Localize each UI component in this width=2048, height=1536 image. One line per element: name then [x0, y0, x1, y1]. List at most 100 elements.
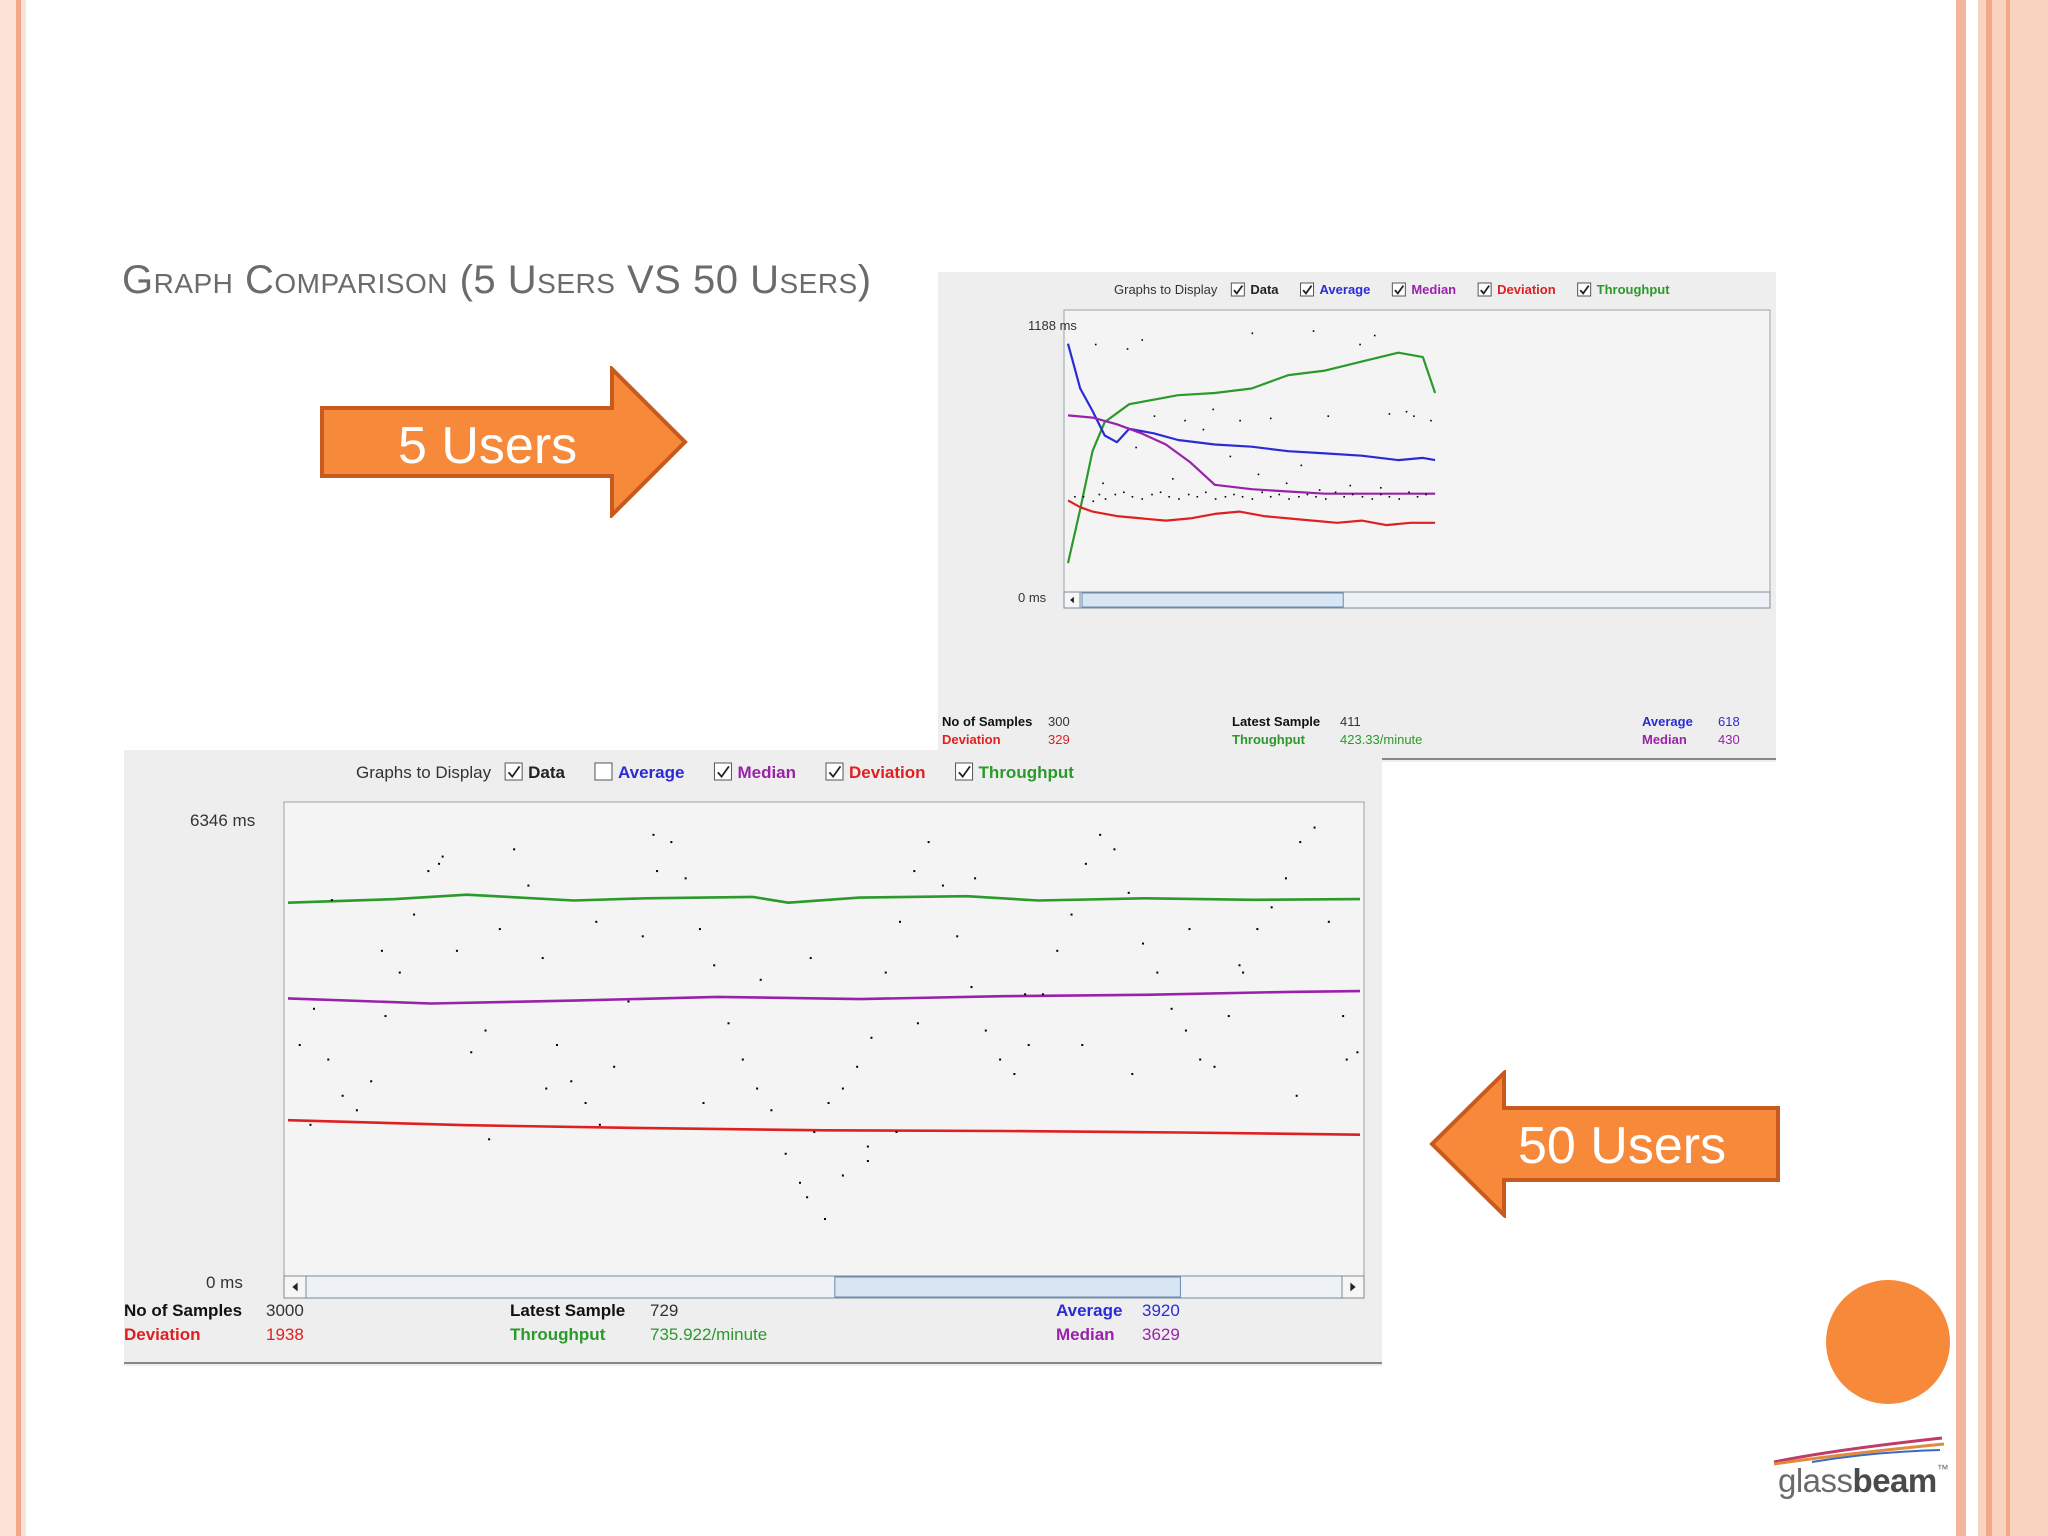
y-axis-min-label: 0 ms	[1018, 590, 1047, 605]
legend-checkmark-median	[717, 765, 730, 779]
data-point	[1299, 841, 1302, 844]
scrollbar-thumb	[834, 1276, 1181, 1298]
data-point	[1027, 1044, 1030, 1047]
data-point	[1278, 493, 1281, 496]
data-point	[498, 928, 501, 931]
data-point	[1214, 498, 1217, 500]
data-point	[1131, 495, 1134, 498]
legend-checkmark-average	[1302, 285, 1313, 295]
stat-label-latest: Latest Sample	[1232, 714, 1320, 729]
data-point	[398, 971, 401, 974]
data-point	[759, 978, 762, 981]
data-point	[866, 1160, 869, 1163]
data-point	[1212, 408, 1215, 411]
stat-label-samples: No of Samples	[942, 714, 1032, 729]
arrow-label-5-users: 5 Users	[398, 417, 578, 475]
data-point	[1371, 498, 1374, 500]
data-point	[1416, 495, 1419, 498]
data-point	[784, 1152, 787, 1155]
legend-label-average: Average	[618, 763, 684, 782]
legend-checkmark-median	[1394, 285, 1405, 295]
data-point	[1098, 493, 1101, 496]
chart-50-users-panel: Graphs to Display Data Average Median Deviat…	[124, 750, 1382, 1366]
data-point	[813, 1131, 816, 1134]
data-point	[1284, 877, 1287, 880]
scrollbar-left-arrow-icon	[1070, 596, 1074, 604]
data-point	[1238, 964, 1241, 967]
stat-value-deviation: 1938	[266, 1325, 304, 1344]
data-point	[1013, 1073, 1016, 1076]
series-line-throughput	[287, 893, 1361, 904]
stat-label-deviation: Deviation	[124, 1325, 201, 1344]
plot-area	[283, 801, 1365, 1279]
data-point	[809, 957, 812, 960]
stat-label-throughput: Throughput	[1232, 732, 1306, 747]
data-point	[1251, 498, 1254, 500]
data-point	[1269, 417, 1272, 420]
data-point	[841, 1174, 844, 1177]
data-point	[1324, 498, 1327, 500]
data-point	[1270, 906, 1273, 909]
chart-50-users-svg: Graphs to Display Data Average Median Deviat…	[124, 762, 1382, 1364]
data-point	[1131, 1073, 1134, 1076]
data-point	[613, 1065, 616, 1068]
legend-label-data: Data	[1250, 282, 1279, 297]
data-point	[1356, 1051, 1359, 1054]
data-point	[1251, 332, 1254, 335]
data-point	[870, 1036, 873, 1039]
data-point	[488, 1138, 491, 1141]
data-point	[1349, 484, 1352, 487]
data-point	[956, 935, 959, 938]
stat-value-samples: 300	[1048, 714, 1070, 729]
data-point	[1070, 913, 1073, 916]
y-axis-max-label: 1188 ms	[1028, 318, 1077, 333]
legend-checkmark-throughput	[1579, 285, 1590, 295]
data-point	[327, 1058, 330, 1061]
scrollbar-track	[283, 1275, 1365, 1299]
data-point	[698, 928, 701, 931]
data-point	[1361, 495, 1364, 498]
data-point	[1388, 495, 1391, 498]
data-point	[1256, 928, 1259, 931]
data-point	[330, 899, 333, 902]
data-point	[866, 1145, 869, 1148]
data-point	[1178, 498, 1180, 500]
data-point	[1142, 942, 1145, 945]
plot-area	[1063, 309, 1771, 593]
data-point	[941, 884, 944, 887]
data-point	[984, 1029, 987, 1032]
data-point	[641, 935, 644, 938]
data-point	[556, 1044, 558, 1047]
data-point	[527, 884, 530, 887]
logo-text-bold: beam	[1852, 1462, 1938, 1499]
data-point	[1153, 415, 1156, 417]
stat-label-median: Median	[1056, 1325, 1115, 1344]
data-point	[1184, 1029, 1187, 1032]
stat-label-throughput: Throughput	[510, 1325, 606, 1344]
data-point	[806, 1196, 809, 1199]
stat-value-throughput: 423.33/minute	[1340, 732, 1422, 747]
data-point	[370, 1080, 373, 1083]
data-point	[1242, 971, 1245, 974]
data-point	[1213, 1065, 1216, 1068]
series-line-deviation	[287, 1118, 1361, 1136]
data-point	[1126, 348, 1129, 350]
data-point	[438, 862, 441, 865]
graphs-to-display-label: Graphs to Display	[1114, 282, 1218, 297]
data-point	[455, 949, 458, 952]
data-point	[1127, 891, 1130, 894]
legend-label-throughput: Throughput	[1597, 282, 1671, 297]
data-point	[484, 1029, 487, 1032]
data-point	[584, 1102, 587, 1105]
legend-checkbox-median	[1391, 282, 1406, 297]
data-point	[684, 877, 687, 880]
glassbeam-logo: glassbeam™	[1772, 1428, 1949, 1508]
stat-label-samples: No of Samples	[124, 1301, 242, 1320]
data-point	[355, 1109, 358, 1112]
legend-checkmark-deviation	[828, 765, 842, 779]
data-point	[927, 841, 930, 844]
data-point	[545, 1087, 548, 1090]
data-point	[1151, 493, 1153, 496]
data-point	[1188, 928, 1191, 931]
legend-label-data: Data	[528, 763, 565, 782]
